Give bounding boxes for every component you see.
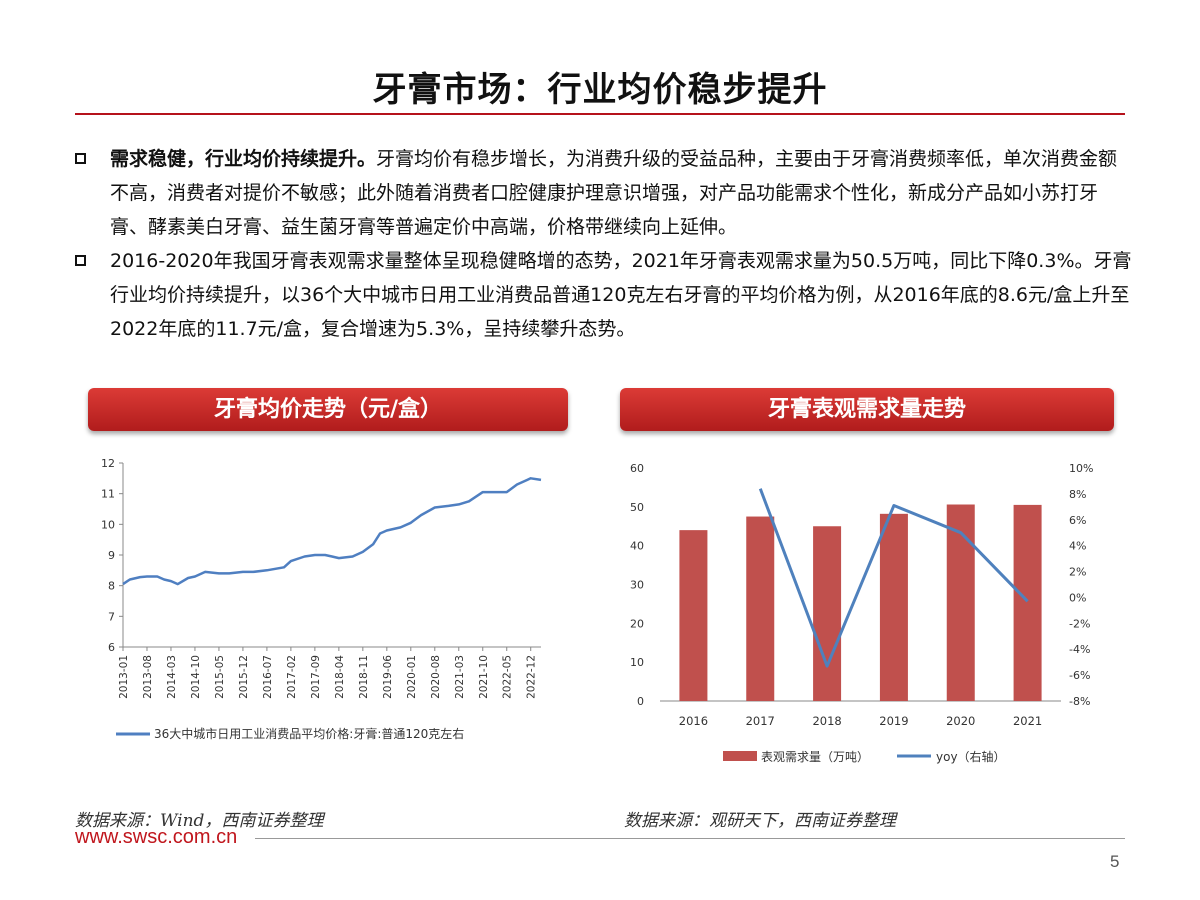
x-category-label: 2017 — [746, 714, 775, 728]
left-source-note: 数据来源：Wind，西南证券整理 — [75, 811, 324, 831]
right-y-tick-label: -2% — [1069, 617, 1090, 630]
x-tick-label: 2021-03 — [454, 655, 466, 699]
x-category-label: 2018 — [812, 714, 841, 728]
legend-bar-label: 表观需求量（万吨） — [761, 750, 869, 764]
legend-label: 36大中城市日用工业消费品平均价格:牙膏:普通120克左右 — [154, 726, 464, 741]
page-number: 5 — [1110, 852, 1120, 871]
left-y-tick-label: 50 — [630, 501, 644, 514]
yoy-series-line — [758, 488, 1029, 668]
right-y-tick-label: 8% — [1069, 488, 1086, 501]
x-tick-label: 2013-08 — [142, 655, 154, 699]
left-y-tick-label: 20 — [630, 617, 644, 630]
demand-bar — [946, 504, 975, 701]
x-tick-label: 2017-02 — [286, 655, 298, 699]
demand-bar — [879, 513, 908, 701]
x-tick-label: 2020-01 — [406, 655, 418, 699]
x-tick-label: 2018-11 — [358, 655, 370, 699]
x-category-label: 2020 — [946, 714, 975, 728]
right-y-tick-label: 2% — [1069, 566, 1086, 579]
right-source-note: 数据来源：观研天下，西南证券整理 — [624, 811, 896, 831]
demand-bar — [679, 530, 708, 701]
demand-bar — [746, 516, 775, 701]
x-tick-label: 2022-05 — [502, 655, 514, 699]
y-tick-label: 7 — [108, 610, 115, 623]
x-tick-label: 2022-12 — [526, 655, 538, 699]
right-y-tick-label: -8% — [1069, 695, 1090, 708]
x-tick-label: 2018-04 — [334, 655, 346, 699]
title-divider — [75, 113, 1125, 115]
y-tick-label: 12 — [101, 457, 115, 470]
legend-bar-swatch — [723, 751, 757, 761]
x-tick-label: 2019-06 — [382, 655, 394, 699]
left-y-tick-label: 10 — [630, 656, 644, 669]
footer-divider — [255, 838, 1125, 839]
page-title: 牙膏市场：行业均价稳步提升 — [372, 70, 828, 110]
x-tick-label: 2014-10 — [190, 655, 202, 699]
left-y-tick-label: 0 — [637, 695, 644, 708]
bullet-1-text: 牙膏均价有稳步增长，为消费升级的受益品种，主要由于牙膏消费频率低，单次消费金额不… — [110, 148, 1118, 238]
x-category-label: 2021 — [1013, 714, 1042, 728]
bullet-square-icon — [75, 255, 86, 266]
left-y-tick-label: 60 — [630, 462, 644, 475]
right-y-tick-label: 10% — [1069, 462, 1093, 475]
left-y-tick-label: 30 — [630, 579, 644, 592]
left-panel-header: 牙膏均价走势（元/盒） — [88, 388, 568, 431]
right-panel-header: 牙膏表观需求量走势 — [620, 388, 1114, 431]
x-tick-label: 2016-07 — [262, 655, 274, 699]
x-category-label: 2019 — [879, 714, 908, 728]
demand-bar — [813, 526, 842, 701]
x-tick-label: 2020-08 — [430, 655, 442, 699]
y-tick-label: 9 — [108, 549, 115, 562]
bullet-2-text: 2016-2020年我国牙膏表观需求量整体呈现稳健略增的态势，2021年牙膏表观… — [110, 250, 1132, 340]
y-tick-label: 10 — [101, 518, 115, 531]
bullet-2: 2016-2020年我国牙膏表观需求量整体呈现稳健略增的态势，2021年牙膏表观… — [75, 244, 1135, 346]
legend-line-label: yoy（右轴） — [936, 749, 1006, 764]
bullet-1-bold: 需求稳健，行业均价持续提升。 — [110, 148, 377, 170]
price-line-chart: 6 7 8 9 10 11 12 2013-01 2013-08 2014-03 2014-10 20… — [101, 457, 542, 741]
x-tick-label: 2017-09 — [310, 655, 322, 699]
x-tick-label: 2015-12 — [238, 655, 250, 699]
right-y-tick-label: 6% — [1069, 514, 1086, 527]
y-tick-label: 6 — [108, 641, 115, 654]
right-y-tick-label: -4% — [1069, 643, 1090, 656]
demand-combo-chart: 0 10 20 30 40 50 60 -8% -6% -4% -2% 0% 2% 4% 6% 8% 10% 20… — [630, 462, 1093, 764]
bullet-square-icon — [75, 153, 86, 164]
y-tick-label: 11 — [101, 488, 115, 501]
bullet-1: 需求稳健，行业均价持续提升。牙膏均价有稳步增长，为消费升级的受益品种，主要由于牙… — [75, 142, 1135, 244]
footer-url-link[interactable]: www.swsc.com.cn — [75, 826, 238, 848]
x-tick-label: 2013-01 — [118, 655, 130, 699]
y-tick-label: 8 — [108, 580, 115, 593]
demand-bar — [1013, 504, 1042, 701]
right-y-tick-label: 0% — [1069, 591, 1086, 604]
x-tick-label: 2021-10 — [478, 655, 490, 699]
price-series-line — [122, 477, 542, 586]
left-y-tick-label: 40 — [630, 540, 644, 553]
x-tick-label: 2014-03 — [166, 655, 178, 699]
right-y-tick-label: 4% — [1069, 540, 1086, 553]
x-category-label: 2016 — [679, 714, 708, 728]
x-tick-label: 2015-05 — [214, 655, 226, 699]
right-y-tick-label: -6% — [1069, 669, 1090, 682]
